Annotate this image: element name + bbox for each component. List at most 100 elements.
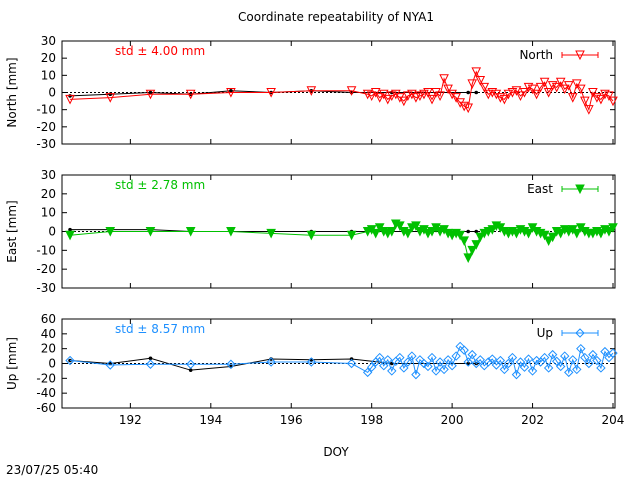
- data-point-up: [226, 359, 236, 369]
- data-point-up: [543, 363, 554, 373]
- data-point-east: [105, 227, 116, 237]
- data-point-up: [539, 352, 550, 363]
- data-point-up: [459, 345, 469, 355]
- x-tick-label: 202: [521, 413, 544, 427]
- data-point-up: [527, 366, 538, 376]
- y-tick-label: 60: [41, 312, 56, 326]
- x-tick-label: 204: [602, 413, 625, 427]
- data-point-north: [580, 96, 590, 107]
- data-point-east: [266, 228, 276, 239]
- data-point-east: [604, 227, 614, 237]
- y-tick-label: 0: [48, 225, 56, 239]
- std-label-up: std ± 8.57 mm: [115, 322, 205, 336]
- legend-label-north: North: [519, 48, 553, 62]
- data-point-north: [567, 93, 578, 103]
- data-point-east: [65, 230, 75, 241]
- data-point-north: [584, 105, 594, 115]
- data-point-north: [399, 96, 409, 107]
- data-point-north: [592, 93, 602, 103]
- y-tick-label: 0: [48, 86, 56, 100]
- data-point-up: [447, 361, 457, 371]
- data-point-north: [374, 93, 385, 103]
- data-point-up: [592, 355, 602, 366]
- x-tick-label: 200: [441, 413, 464, 427]
- reference-point: [148, 90, 153, 95]
- data-point-north: [495, 93, 506, 103]
- y-tick-label: -20: [36, 120, 56, 134]
- reference-point: [466, 361, 471, 366]
- data-point-north: [467, 79, 478, 90]
- data-point-east: [459, 236, 469, 247]
- y-tick-label: 40: [41, 327, 56, 341]
- data-point-north: [463, 103, 474, 114]
- reference-point: [269, 357, 273, 361]
- data-point-east: [346, 230, 357, 241]
- reference-point: [68, 94, 72, 98]
- data-point-north: [596, 94, 606, 105]
- data-point-east: [471, 240, 482, 250]
- data-point-north: [555, 77, 566, 88]
- data-point-north: [435, 91, 445, 102]
- data-point-up: [403, 357, 413, 367]
- data-point-east: [555, 228, 566, 239]
- data-point-up: [387, 366, 397, 376]
- data-point-up: [519, 362, 530, 372]
- data-point-east: [523, 228, 534, 239]
- data-point-north: [145, 89, 156, 100]
- y-axis-label-north: North [mm]: [5, 57, 19, 127]
- y-tick-label: 30: [41, 168, 56, 182]
- data-point-north: [507, 88, 518, 98]
- data-point-up: [65, 355, 75, 366]
- data-point-north: [423, 88, 433, 98]
- data-point-north: [443, 84, 453, 95]
- data-point-up: [576, 343, 586, 354]
- y-tick-label: -10: [36, 243, 56, 257]
- data-point-north: [439, 74, 449, 84]
- data-point-north: [185, 89, 196, 100]
- data-point-north: [499, 94, 510, 105]
- data-point-north: [475, 75, 486, 86]
- legend-marker-up: [575, 328, 585, 338]
- data-point-north: [487, 88, 498, 98]
- y-tick-label: 10: [41, 206, 56, 220]
- panel-east: -30 -20 -10 0 10 20 30 East [mm] std ± 2.78 mm Ea…: [5, 168, 618, 295]
- y-axis-label-up: Up [mm]: [5, 337, 19, 390]
- data-point-east: [226, 227, 236, 237]
- data-point-north: [519, 88, 530, 98]
- data-point-up: [423, 361, 433, 372]
- data-point-north: [547, 81, 558, 91]
- data-point-east: [306, 230, 317, 241]
- y-axis-label-east: East [mm]: [5, 200, 19, 262]
- data-point-north: [515, 91, 526, 102]
- series-line-up: [69, 345, 614, 377]
- data-point-east: [411, 221, 421, 231]
- data-point-north: [346, 86, 357, 96]
- data-point-up: [511, 369, 522, 380]
- data-point-up: [475, 355, 485, 365]
- data-point-north: [306, 86, 317, 96]
- data-point-east: [467, 245, 478, 256]
- data-point-north: [600, 89, 610, 100]
- x-tick-label: 196: [280, 413, 303, 427]
- data-point-east: [403, 228, 413, 239]
- data-point-north: [419, 89, 429, 100]
- data-point-north: [366, 91, 377, 102]
- data-point-north: [382, 94, 393, 105]
- data-point-up: [419, 358, 429, 369]
- data-point-north: [447, 89, 457, 100]
- data-point-north: [403, 91, 413, 102]
- data-point-north: [523, 82, 534, 93]
- data-point-east: [370, 228, 381, 239]
- data-point-up: [483, 357, 494, 367]
- y-tick-label: -30: [36, 137, 56, 151]
- data-point-up: [463, 357, 473, 367]
- data-point-up: [411, 369, 421, 380]
- data-point-up: [600, 346, 610, 357]
- reference-point: [68, 358, 72, 363]
- data-point-north: [471, 67, 482, 78]
- data-point-north: [459, 101, 469, 112]
- data-point-up: [399, 363, 409, 373]
- data-point-up: [451, 351, 461, 361]
- data-point-north: [427, 94, 437, 105]
- data-point-north: [105, 93, 116, 103]
